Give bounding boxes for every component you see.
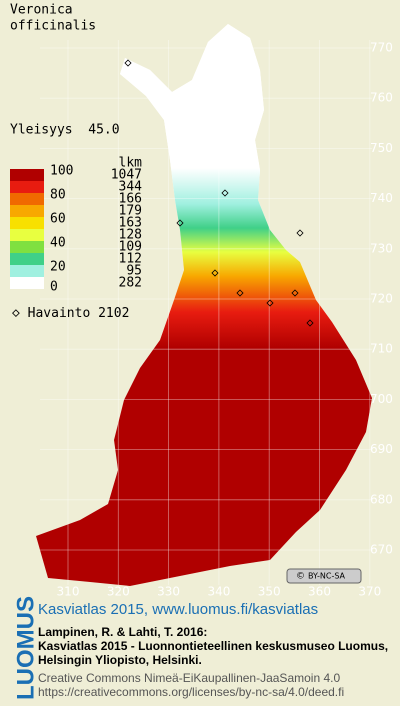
y-tick-label: 740 [370,191,393,205]
citation: Lampinen, R. & Lahti, T. 2016: [38,625,207,639]
legend-scale-label: 40 [50,236,66,251]
license-badge-text: BY-NC-SA [308,572,346,581]
legend-swatch [10,205,44,217]
y-tick-label: 720 [370,292,393,306]
observation-points [124,59,314,327]
x-tick-label: 330 [157,585,180,599]
x-tick-label: 360 [308,585,331,599]
y-tick-label: 710 [370,342,393,356]
license: Creative Commons Nimeä-EiKaupallinen-Jaa… [38,671,340,685]
legend-scale-label: 60 [50,212,66,227]
legend-count: 128 [119,228,142,243]
legend-count: 112 [119,252,142,267]
legend-scale-label: 80 [50,188,66,203]
grid: 770 760 750 740 730 720 710 700 690 680 670 310 320 3… [40,40,393,599]
title: Veronica [10,3,73,18]
y-tick-label: 680 [370,492,393,506]
y-tick-label: 770 [370,41,393,55]
y-tick-label: 750 [370,141,393,155]
finland-map [36,24,372,586]
legend-count: 166 [119,192,142,207]
x-tick-label: 340 [207,585,230,599]
x-tick-label: 310 [57,585,80,599]
license-badge [286,568,362,584]
title: officinalis [10,19,96,34]
y-tick-label: 690 [370,442,393,456]
legend-swatch [10,265,44,277]
legend-count: 95 [126,264,142,279]
legend-count: 163 [119,216,142,231]
legend-swatch [10,217,44,229]
y-tick-label: 700 [370,392,393,406]
observations: ◇ Havainto 2102 [12,306,129,321]
legend-count: 179 [119,204,142,219]
legend-swatch [10,169,44,181]
legend-swatch [10,193,44,205]
footer-link[interactable]: Kasviatlas 2015, www.luomus.fi/kasviatla… [38,601,318,618]
count-header: lkm [119,156,143,171]
x-tick-label: 320 [107,585,130,599]
license-url[interactable]: https://creativecommons.org/licenses/by-… [38,685,344,699]
legend-count: 344 [119,180,143,195]
legend-scale-label: 100 [50,164,73,179]
legend-scale-label: 20 [50,260,66,275]
x-tick-label: 370 [358,585,381,599]
logo: LUOMUS [12,596,39,700]
x-tick-label: 350 [258,585,281,599]
legend-swatch [10,277,44,289]
legend-swatch [10,241,44,253]
legend-scale-label: 0 [50,280,58,295]
legend-swatch [10,229,44,241]
frequency: Yleisyys 45.0 [10,123,120,138]
legend-count: 109 [119,240,142,255]
occurrence-area [36,24,372,586]
cc-icon: © [296,572,305,582]
legend-swatch [10,181,44,193]
y-tick-label: 670 [370,543,393,557]
citation: Helsingin Yliopisto, Helsinki. [38,653,202,667]
y-tick-label: 730 [370,241,393,255]
observation-count: Havainto 2102 [28,306,130,321]
legend-count: 1047 [111,168,142,183]
citation: Kasviatlas 2015 - Luonnontieteellinen ke… [38,639,388,653]
legend-count: 282 [119,276,142,291]
y-tick-label: 760 [370,91,393,105]
legend-swatch [10,253,44,265]
